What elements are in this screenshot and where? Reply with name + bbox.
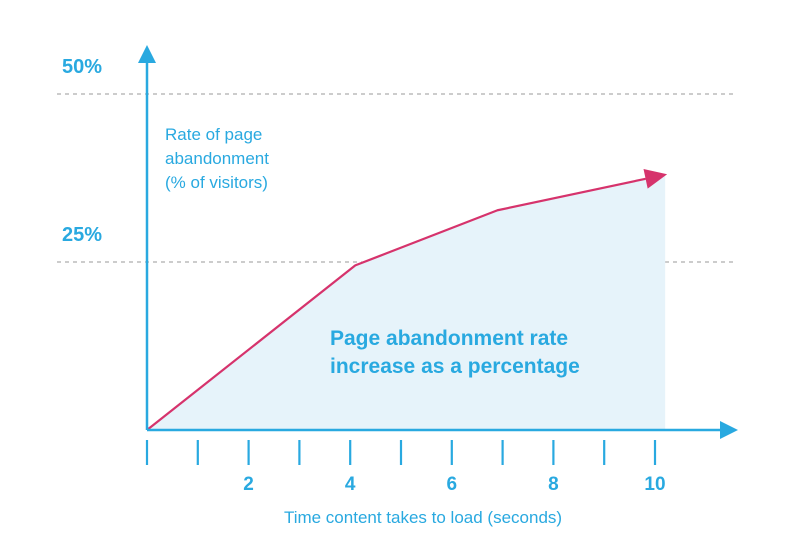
y-axis-label: Rate of page — [165, 125, 262, 144]
x-ticks — [145, 440, 657, 465]
annotation-label: increase as a percentage — [330, 355, 580, 378]
series-area — [146, 169, 668, 431]
x-tick-label: 8 — [548, 474, 559, 495]
annotation-label: Page abandonment rate — [330, 327, 568, 350]
x-tick-label: 2 — [243, 474, 254, 495]
y-axis-label: abandonment — [165, 149, 269, 168]
series-arrow-head — [643, 169, 668, 189]
x-tick-label: 10 — [644, 474, 665, 495]
x-axis-label: Time content takes to load (seconds) — [284, 508, 562, 527]
y-axis-label: (% of visitors) — [165, 173, 268, 192]
labels: 2 4 6 8 10 25% 50% Rate of page abandonment (% of… — [62, 56, 666, 527]
series-line — [146, 177, 646, 431]
x-axis-arrow-icon — [720, 421, 738, 439]
y-axis-arrow-icon — [138, 45, 156, 63]
area-fill — [147, 174, 666, 430]
x-tick-label: 4 — [345, 474, 356, 495]
x-tick-label: 6 — [447, 474, 458, 495]
axes — [138, 45, 738, 439]
y-tick-label: 25% — [62, 224, 102, 246]
y-tick-label: 50% — [62, 56, 102, 78]
